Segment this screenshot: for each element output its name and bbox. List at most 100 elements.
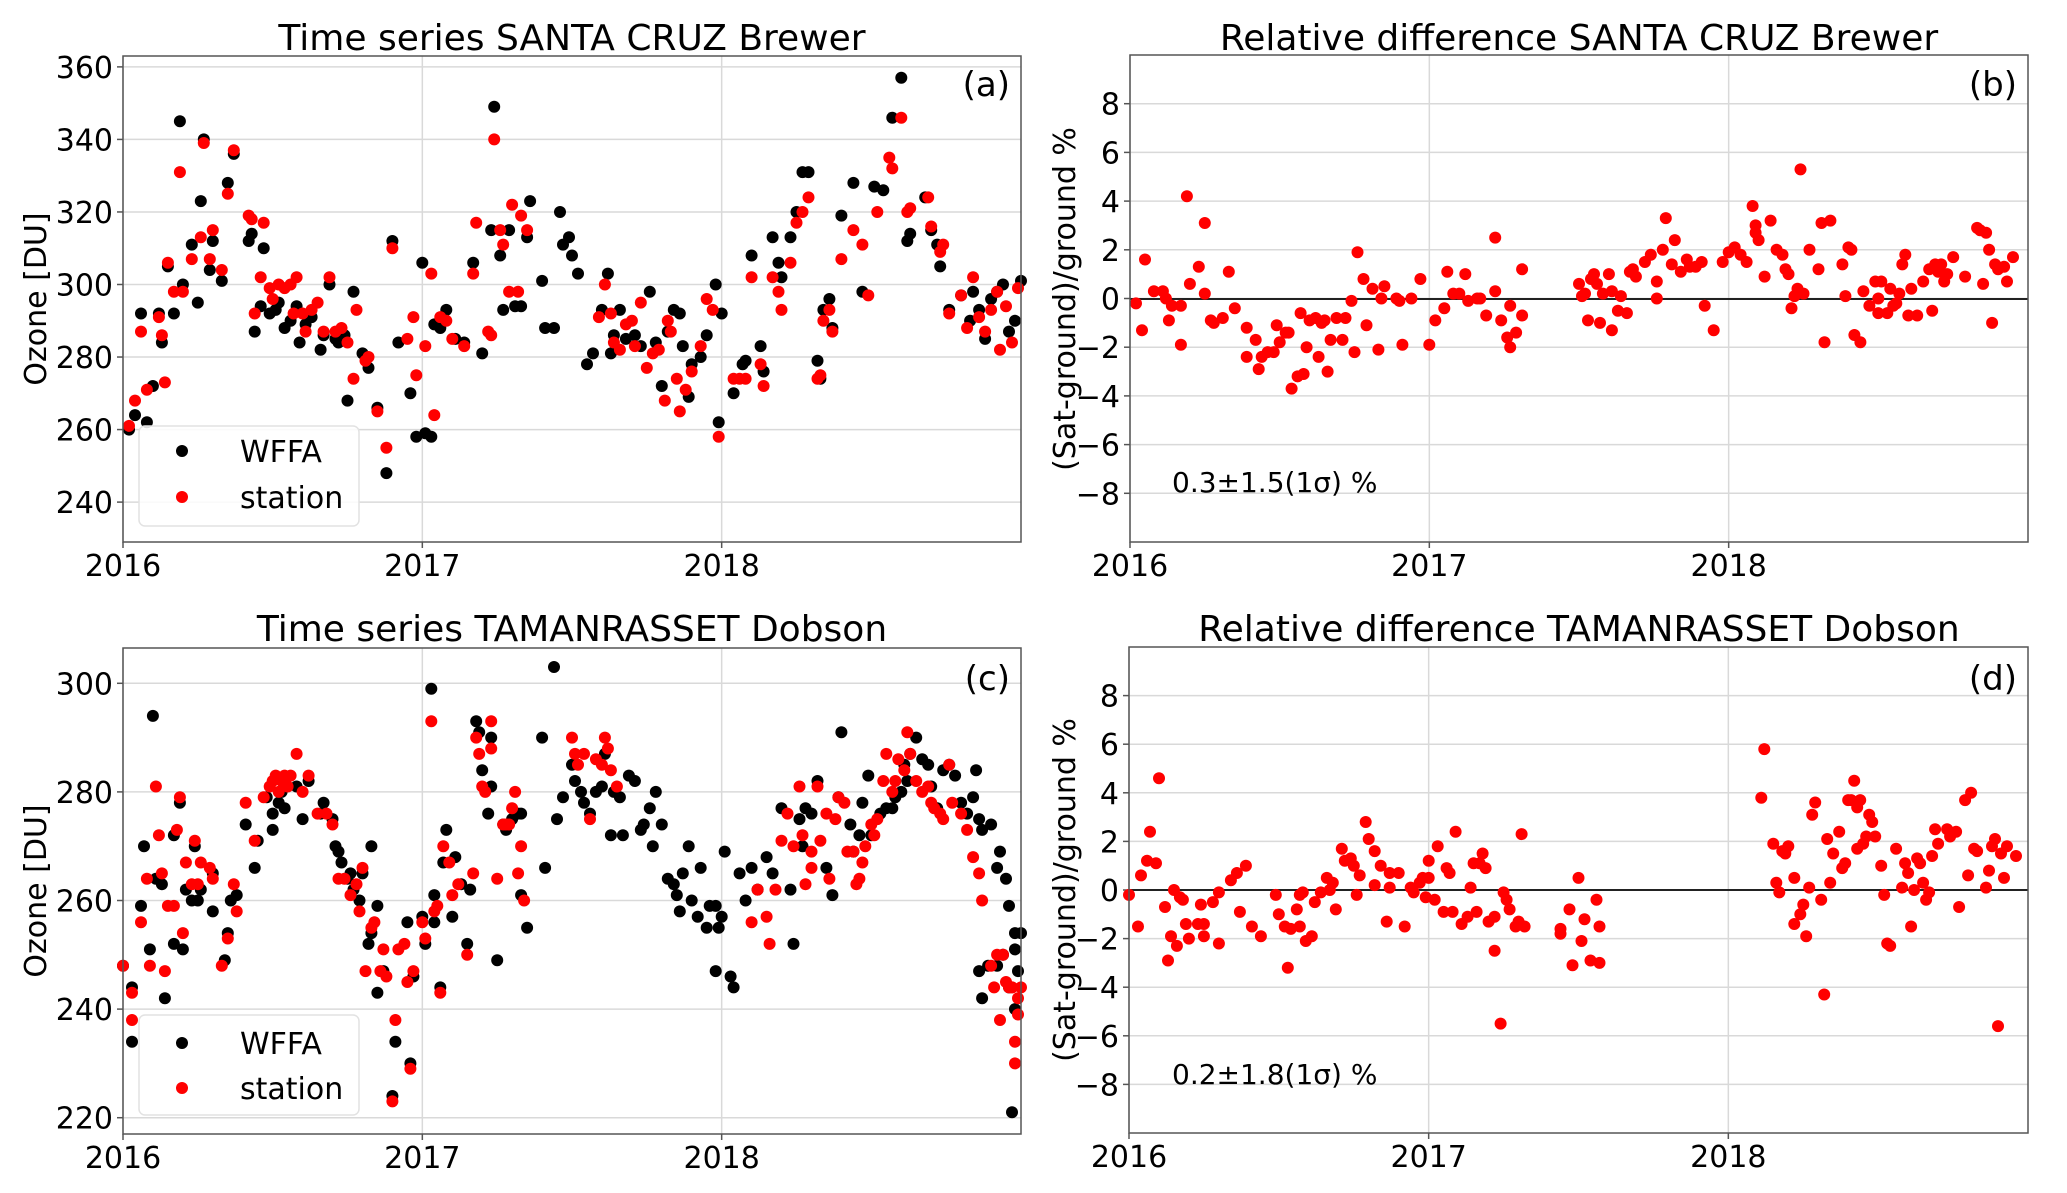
data-point [155, 867, 168, 880]
data-point [371, 899, 384, 912]
panel-c-legend-box [138, 1014, 360, 1116]
data-point [1192, 260, 1205, 273]
data-point [428, 916, 441, 929]
data-point [176, 285, 189, 298]
data-point [1321, 365, 1334, 378]
data-point [994, 845, 1006, 858]
data-point [1962, 869, 1975, 882]
data-point [320, 807, 333, 820]
data-point [1422, 854, 1435, 867]
data-point [581, 358, 593, 371]
data-point [694, 861, 707, 874]
data-point [428, 889, 441, 902]
data-point [491, 954, 504, 967]
y-tick-label: −8 [1076, 477, 1120, 512]
data-point [1366, 282, 1379, 295]
data-point [1740, 256, 1753, 268]
data-point [1917, 275, 1930, 288]
data-point [143, 943, 156, 956]
data-point [203, 861, 216, 874]
data-point [371, 405, 384, 418]
data-point [1183, 277, 1196, 290]
data-point [1254, 930, 1267, 943]
data-point [1794, 163, 1807, 176]
data-point [700, 921, 713, 934]
data-point [652, 343, 665, 356]
data-point [1899, 248, 1912, 261]
data-point [1162, 314, 1175, 327]
data-point [1359, 816, 1372, 828]
data-point [572, 758, 584, 771]
data-point [1591, 277, 1603, 290]
data-point [135, 899, 147, 912]
data-point [709, 899, 722, 912]
data-point [326, 818, 339, 831]
data-point [895, 785, 908, 798]
data-point [1566, 959, 1579, 972]
data-point [126, 986, 138, 999]
data-point [802, 191, 815, 204]
data-point [595, 780, 608, 793]
data-point [1593, 920, 1606, 933]
data-point [356, 861, 369, 874]
data-point [1368, 845, 1381, 858]
panel-d-relative-difference-tamanrasset: Relative difference TAMANRASSET Dobson (… [1048, 609, 2029, 1175]
data-point [1443, 867, 1456, 879]
data-point [353, 905, 366, 918]
data-point [503, 285, 516, 298]
data-point [1782, 268, 1795, 281]
data-point [1872, 292, 1885, 305]
data-point [1153, 772, 1165, 785]
panel-a-legend: WFFA station [138, 425, 360, 527]
data-point [344, 889, 357, 902]
data-point [425, 682, 438, 695]
data-point [1305, 930, 1318, 943]
data-point [991, 861, 1004, 874]
data-point [1290, 903, 1303, 916]
data-point [955, 807, 968, 820]
data-point [1854, 794, 1867, 807]
data-point [904, 747, 917, 760]
data-point [1141, 854, 1153, 867]
data-point [985, 303, 998, 316]
data-point [1926, 304, 1939, 317]
data-point [871, 206, 884, 218]
data-point [1650, 275, 1663, 288]
data-point [694, 351, 707, 363]
data-point [643, 285, 656, 298]
data-point [1911, 309, 1924, 322]
data-point [1836, 258, 1849, 271]
data-point [961, 823, 974, 836]
data-point [431, 899, 444, 912]
data-point [215, 959, 228, 972]
data-point [1000, 872, 1012, 885]
data-point [1273, 336, 1286, 349]
data-point [1818, 336, 1831, 349]
data-point [1294, 307, 1307, 320]
data-point [1479, 862, 1492, 875]
panel-a-time-series-santa-cruz: Time series SANTA CRUZ Brewer Ozone [DU]… [19, 18, 1027, 584]
data-point [817, 314, 830, 327]
data-point [769, 883, 782, 896]
data-point [796, 840, 809, 853]
y-tick-label: 4 [1101, 185, 1120, 220]
data-point [1284, 922, 1297, 935]
data-point [1824, 876, 1837, 889]
data-point [838, 796, 851, 809]
data-point [1860, 830, 1873, 843]
data-point [512, 867, 525, 880]
data-point [973, 813, 986, 826]
data-point [350, 878, 363, 891]
data-point [362, 351, 375, 363]
data-point [604, 307, 617, 320]
data-point [1782, 840, 1795, 853]
data-point [715, 910, 728, 923]
data-point [506, 802, 519, 815]
data-point [649, 785, 662, 798]
data-point [793, 813, 806, 826]
data-point [1588, 268, 1600, 281]
data-point [745, 249, 758, 262]
data-point [239, 818, 252, 831]
data-point [886, 111, 899, 124]
data-point [428, 409, 441, 422]
